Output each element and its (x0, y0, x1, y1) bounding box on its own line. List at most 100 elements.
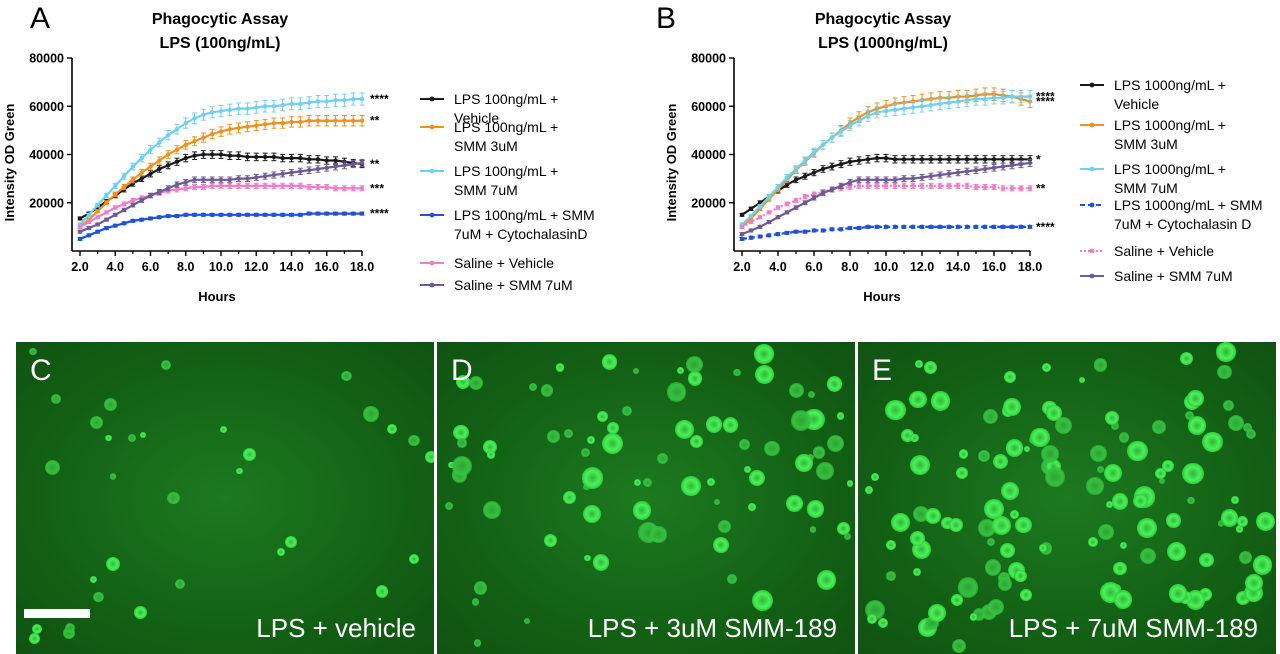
fluorescent-cell (457, 438, 467, 448)
data-point (298, 101, 303, 107)
data-point (766, 233, 772, 238)
fluorescent-cell (988, 599, 1005, 616)
data-point (883, 108, 889, 114)
fluorescent-cell (1046, 405, 1063, 421)
data-point (946, 157, 952, 162)
fluorescent-cell (650, 526, 667, 543)
fluorescent-cell (1167, 541, 1187, 561)
fluorescent-cell (982, 408, 998, 424)
data-point (236, 125, 241, 131)
data-point (148, 147, 153, 152)
fluorescent-cell (555, 363, 565, 372)
data-point (315, 184, 321, 190)
data-point (919, 175, 925, 180)
fluorescent-cell (1079, 376, 1086, 383)
legend-marker (429, 168, 435, 174)
fluorescent-cell (1188, 416, 1207, 435)
data-point (928, 224, 934, 230)
fluorescent-cell (826, 376, 843, 393)
data-point (350, 186, 356, 191)
data-point (315, 211, 321, 216)
data-point (157, 215, 162, 220)
data-point (227, 212, 233, 218)
data-point (847, 123, 853, 128)
data-point (342, 98, 347, 103)
fluorescent-cell (32, 624, 43, 635)
significance-label: **** (1036, 220, 1055, 234)
data-point (1018, 161, 1024, 167)
data-point (201, 177, 206, 183)
data-point (937, 183, 943, 189)
data-point (183, 155, 188, 161)
data-point (280, 171, 285, 176)
data-point (333, 211, 338, 216)
fluorescent-cell (993, 453, 1009, 469)
fluorescent-cell (601, 354, 618, 371)
data-point (254, 105, 259, 110)
data-point (820, 142, 826, 148)
data-point (955, 170, 961, 175)
fluorescent-cell (826, 435, 844, 453)
fluorescent-cell (788, 383, 805, 399)
fluorescent-cell (1003, 371, 1017, 384)
legend-label: Saline + SMM 7uM (454, 277, 573, 293)
data-point (982, 224, 988, 230)
data-point (77, 224, 83, 230)
data-point (982, 166, 988, 172)
data-point (262, 122, 268, 127)
data-point (306, 211, 312, 216)
data-point (955, 157, 961, 162)
fluorescent-cell (886, 571, 896, 582)
data-point (991, 157, 997, 162)
fluorescent-cell (1237, 516, 1249, 527)
data-point (1009, 94, 1015, 99)
data-point (342, 211, 347, 216)
data-point (201, 135, 206, 140)
data-point (121, 207, 127, 213)
fluorescent-cell (29, 347, 37, 355)
legend-label: LPS 100ng/mL + SMM (454, 207, 595, 223)
x-tick-label: 12.0 (244, 260, 268, 274)
data-point (236, 153, 241, 158)
data-point (174, 126, 180, 132)
x-tick-label: 6.0 (142, 260, 159, 274)
data-point (95, 229, 100, 234)
data-point (919, 157, 925, 162)
panel-letter: B (656, 2, 676, 35)
fluorescent-cell (837, 522, 851, 535)
fluorescent-cell (1045, 467, 1066, 488)
legend-marker (429, 124, 435, 130)
fluorescent-cell (925, 508, 941, 525)
fluorescent-cell (581, 447, 591, 457)
data-point (766, 194, 772, 199)
data-point (183, 142, 188, 148)
legend-label: SMM 3uM (454, 138, 518, 154)
fluorescent-cell (1216, 342, 1236, 362)
data-point (928, 157, 934, 162)
legend-entry: LPS 100ng/mL + SMM 3uM (420, 119, 558, 154)
fluorescent-cell (689, 434, 704, 449)
series-line (741, 184, 1030, 228)
legend-entry: Saline + SMM 7uM (1080, 268, 1233, 284)
data-point (324, 118, 329, 123)
y-tick-label: 60000 (29, 100, 64, 114)
data-point (766, 210, 772, 215)
data-point (192, 139, 197, 144)
fluorescent-cell (451, 455, 472, 476)
fluorescent-cell (642, 478, 652, 488)
fluorescent-cell (606, 422, 619, 435)
data-point (991, 184, 997, 190)
fluorescent-cell (1217, 364, 1232, 380)
fluorescent-cell (408, 434, 420, 447)
fluorescent-cell (1246, 428, 1257, 439)
fluorescent-cell (105, 434, 112, 442)
series-3: **** (739, 220, 1055, 242)
fluorescent-cell (1114, 590, 1133, 609)
fluorescent-cell (877, 618, 888, 629)
legend-label: LPS 1000ng/mL + (1114, 161, 1226, 177)
data-point (201, 152, 206, 157)
fluorescent-cell (62, 627, 75, 639)
data-point (874, 224, 880, 230)
data-point (802, 158, 808, 163)
fluorescent-cell (1243, 422, 1253, 432)
